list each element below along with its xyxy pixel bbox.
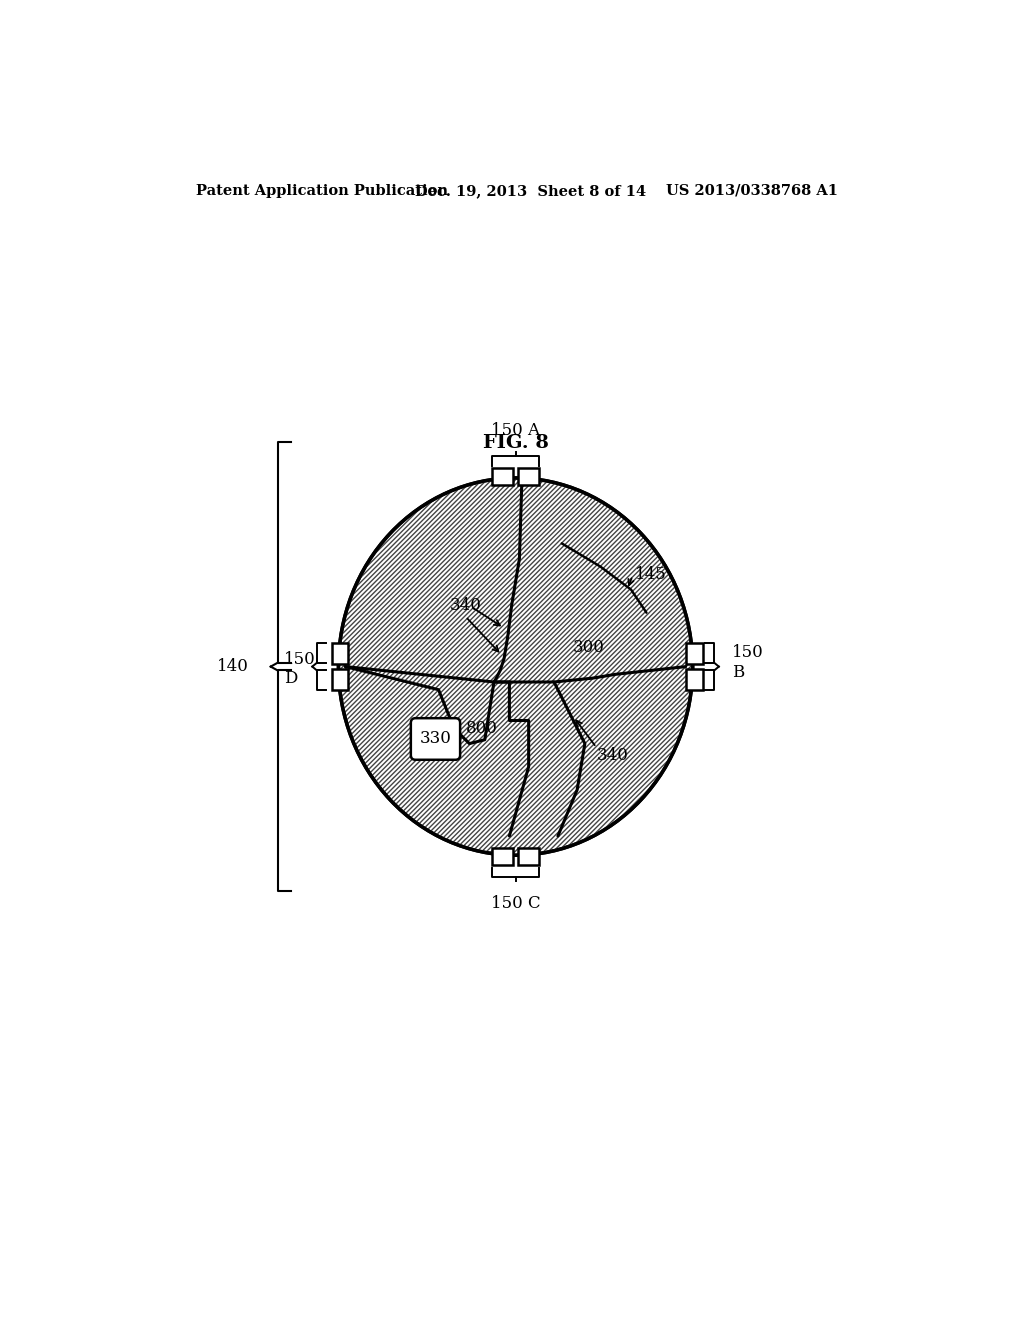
Bar	[332, 669, 348, 690]
Bar	[686, 669, 702, 690]
Text: Dec. 19, 2013  Sheet 8 of 14: Dec. 19, 2013 Sheet 8 of 14	[416, 183, 646, 198]
Text: 140: 140	[217, 659, 249, 675]
Text: Patent Application Publication: Patent Application Publication	[196, 183, 449, 198]
Bar	[686, 643, 702, 664]
Bar	[492, 469, 513, 484]
Bar	[332, 643, 348, 664]
Bar	[518, 849, 540, 866]
Text: FIG. 8: FIG. 8	[482, 434, 549, 453]
Text: US 2013/0338768 A1: US 2013/0338768 A1	[666, 183, 838, 198]
Text: 145: 145	[635, 566, 667, 582]
Text: 300: 300	[572, 639, 604, 656]
Text: 800: 800	[466, 719, 498, 737]
Ellipse shape	[339, 478, 692, 855]
Text: 340: 340	[451, 597, 482, 614]
Text: 340: 340	[596, 747, 629, 764]
Bar	[518, 469, 540, 484]
Text: 150
B: 150 B	[732, 644, 764, 681]
Bar	[492, 849, 513, 866]
Text: 150 C: 150 C	[490, 895, 541, 912]
Text: 150
D: 150 D	[284, 651, 315, 688]
Text: 330: 330	[420, 730, 452, 747]
FancyBboxPatch shape	[411, 718, 460, 760]
Text: 150 A: 150 A	[492, 421, 540, 438]
